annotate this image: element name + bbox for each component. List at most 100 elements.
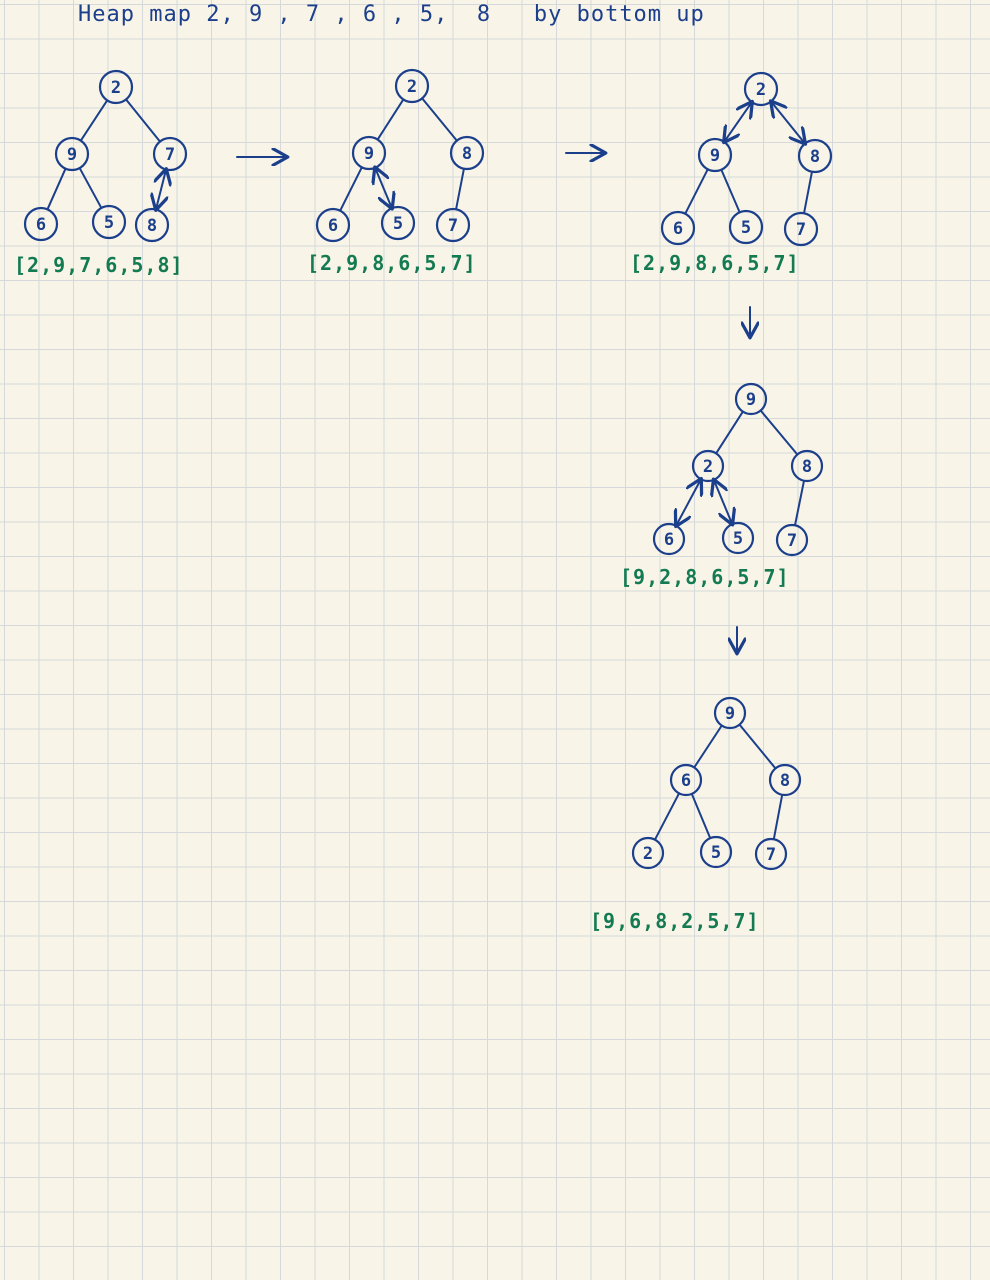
node-value: 5: [733, 529, 743, 549]
heap-node: 5: [91, 204, 127, 240]
tree-edge: [125, 99, 161, 142]
heap-step-4: 9 2 8 6 5 7 [9,2,8,6,5,7]: [620, 382, 824, 589]
node-value: 8: [810, 147, 820, 167]
node-circle: [652, 522, 686, 556]
heap-node: 6: [660, 210, 696, 246]
node-value: 6: [673, 219, 683, 239]
node-value: 2: [407, 77, 417, 97]
array-representation: [9,2,8,6,5,7]: [620, 565, 790, 589]
node-value: 9: [364, 144, 374, 164]
node-value: 5: [104, 213, 114, 233]
node-value: 2: [703, 457, 713, 477]
node-circle: [449, 135, 485, 171]
tree-edge: [421, 98, 458, 141]
heap-node: 2: [631, 836, 665, 870]
heap-node: 9: [713, 696, 747, 730]
heap-steps: 29 76 5 8[2,9,7,6,5,8]29 86 5 7[2,9,8,6,5,7]29…: [14, 68, 833, 933]
tree-edge: [455, 168, 465, 210]
node-circle: [775, 523, 809, 557]
array-representation: [9,6,8,2,5,7]: [590, 909, 760, 933]
node-circle: [790, 449, 824, 483]
node-circle: [435, 207, 471, 243]
node-circle: [797, 138, 833, 174]
heap-node: 5: [699, 835, 733, 869]
tree-edge: [772, 794, 784, 840]
heap-node: 7: [435, 207, 471, 243]
node-circle: [631, 836, 665, 870]
heap-node: 8: [134, 207, 170, 243]
node-circle: [91, 204, 127, 240]
heap-node: 5: [721, 521, 755, 555]
node-value: 7: [787, 531, 797, 551]
swap-arrow: [156, 170, 166, 208]
tree-edge: [693, 725, 723, 768]
tree-edge: [79, 167, 102, 209]
node-circle: [394, 68, 430, 104]
heap-node: 8: [790, 449, 824, 483]
heap-node: 7: [754, 837, 788, 871]
node-value: 6: [36, 215, 46, 235]
node-circle: [23, 206, 59, 242]
node-circle: [728, 209, 764, 245]
heap-node: 2: [691, 449, 725, 483]
node-circle: [54, 136, 90, 172]
node-value: 9: [710, 146, 720, 166]
page-title: Heap map 2, 9 , 7 , 6 , 5, 8 by bottom u…: [78, 2, 705, 27]
node-value: 8: [802, 457, 812, 477]
array-representation: [2,9,7,6,5,8]: [14, 253, 184, 277]
array-representation: [2,9,8,6,5,7]: [630, 251, 800, 275]
node-circle: [754, 837, 788, 871]
swap-arrow: [376, 169, 392, 208]
node-circle: [783, 211, 819, 247]
heap-node: 9: [697, 137, 733, 173]
node-value: 8: [147, 216, 157, 236]
array-representation: [2,9,8,6,5,7]: [307, 251, 477, 275]
swap-arrow: [725, 103, 752, 141]
tree-edge: [46, 168, 67, 210]
node-value: 5: [711, 843, 721, 863]
node-value: 2: [111, 78, 121, 98]
node-value: 7: [165, 145, 175, 165]
node-circle: [98, 69, 134, 105]
node-value: 2: [756, 80, 766, 100]
node-value: 6: [328, 216, 338, 236]
swap-arrow: [714, 481, 732, 523]
node-circle: [315, 207, 351, 243]
node-value: 9: [746, 390, 756, 410]
node-value: 7: [766, 845, 776, 865]
heap-node: 2: [394, 68, 430, 104]
node-value: 7: [448, 216, 458, 236]
heap-node: 7: [775, 523, 809, 557]
node-circle: [734, 382, 768, 416]
heap-node: 9: [54, 136, 90, 172]
node-circle: [660, 210, 696, 246]
node-circle: [743, 71, 779, 107]
heap-node: 6: [652, 522, 686, 556]
node-value: 5: [741, 218, 751, 238]
node-value: 8: [462, 144, 472, 164]
heap-node: 2: [743, 71, 779, 107]
flow-arrows: [236, 153, 750, 652]
tree-edge: [720, 169, 741, 213]
heap-step-3: 2 9 8 6 5 7 [2,9,8,6,5,7]: [630, 71, 833, 275]
node-circle: [691, 449, 725, 483]
tree-edge: [684, 169, 709, 214]
node-value: 7: [796, 220, 806, 240]
node-value: 2: [643, 844, 653, 864]
node-value: 6: [664, 530, 674, 550]
swap-arrow: [677, 480, 701, 525]
heap-node: 6: [23, 206, 59, 242]
node-circle: [152, 136, 188, 172]
tree-edge: [803, 171, 813, 214]
heap-node: 8: [797, 138, 833, 174]
tree-edge: [760, 410, 798, 455]
node-circle: [697, 137, 733, 173]
node-circle: [713, 696, 747, 730]
tree-edge: [339, 167, 363, 211]
heap-node: 6: [315, 207, 351, 243]
tree-edge: [654, 793, 680, 840]
tree-edge: [739, 724, 776, 769]
tree-edge: [691, 793, 711, 839]
node-circle: [768, 763, 802, 797]
